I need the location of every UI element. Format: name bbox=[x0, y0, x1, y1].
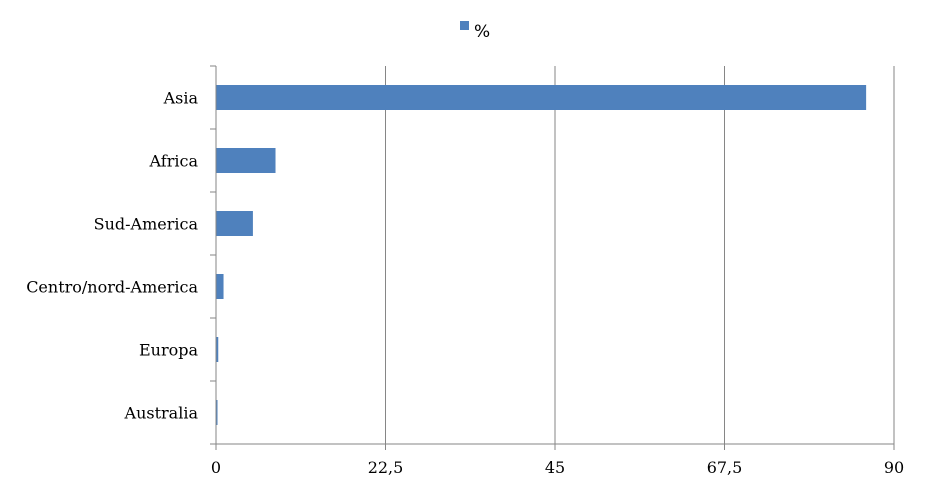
legend: % bbox=[460, 21, 490, 42]
gridlines bbox=[385, 66, 895, 444]
x-tick-label: 67,5 bbox=[707, 458, 743, 477]
bars bbox=[216, 85, 867, 425]
category-labels: Asia Africa Sud-America Centro/nord-America… bbox=[26, 89, 198, 423]
axes bbox=[210, 65, 895, 450]
bar-sud-america bbox=[216, 211, 253, 236]
bar-australia bbox=[216, 400, 218, 425]
legend-swatch bbox=[460, 21, 469, 30]
bar-asia bbox=[216, 85, 867, 110]
x-tick-labels: 0 22,5 45 67,5 90 bbox=[211, 458, 904, 477]
bar-centro-nord-america bbox=[216, 274, 224, 299]
bar-africa bbox=[216, 148, 276, 173]
x-tick-label: 22,5 bbox=[368, 458, 404, 477]
category-label: Centro/nord-America bbox=[26, 278, 198, 297]
category-label: Europa bbox=[139, 341, 199, 360]
category-label: Australia bbox=[124, 404, 199, 423]
category-label: Asia bbox=[163, 89, 199, 108]
category-label: Sud-America bbox=[94, 215, 199, 234]
x-tick-label: 45 bbox=[545, 458, 565, 477]
bar-europa bbox=[216, 337, 219, 362]
category-label: Africa bbox=[149, 152, 199, 171]
x-tick-label: 90 bbox=[884, 458, 904, 477]
legend-label: % bbox=[474, 22, 490, 42]
x-tick-label: 0 bbox=[211, 458, 221, 477]
